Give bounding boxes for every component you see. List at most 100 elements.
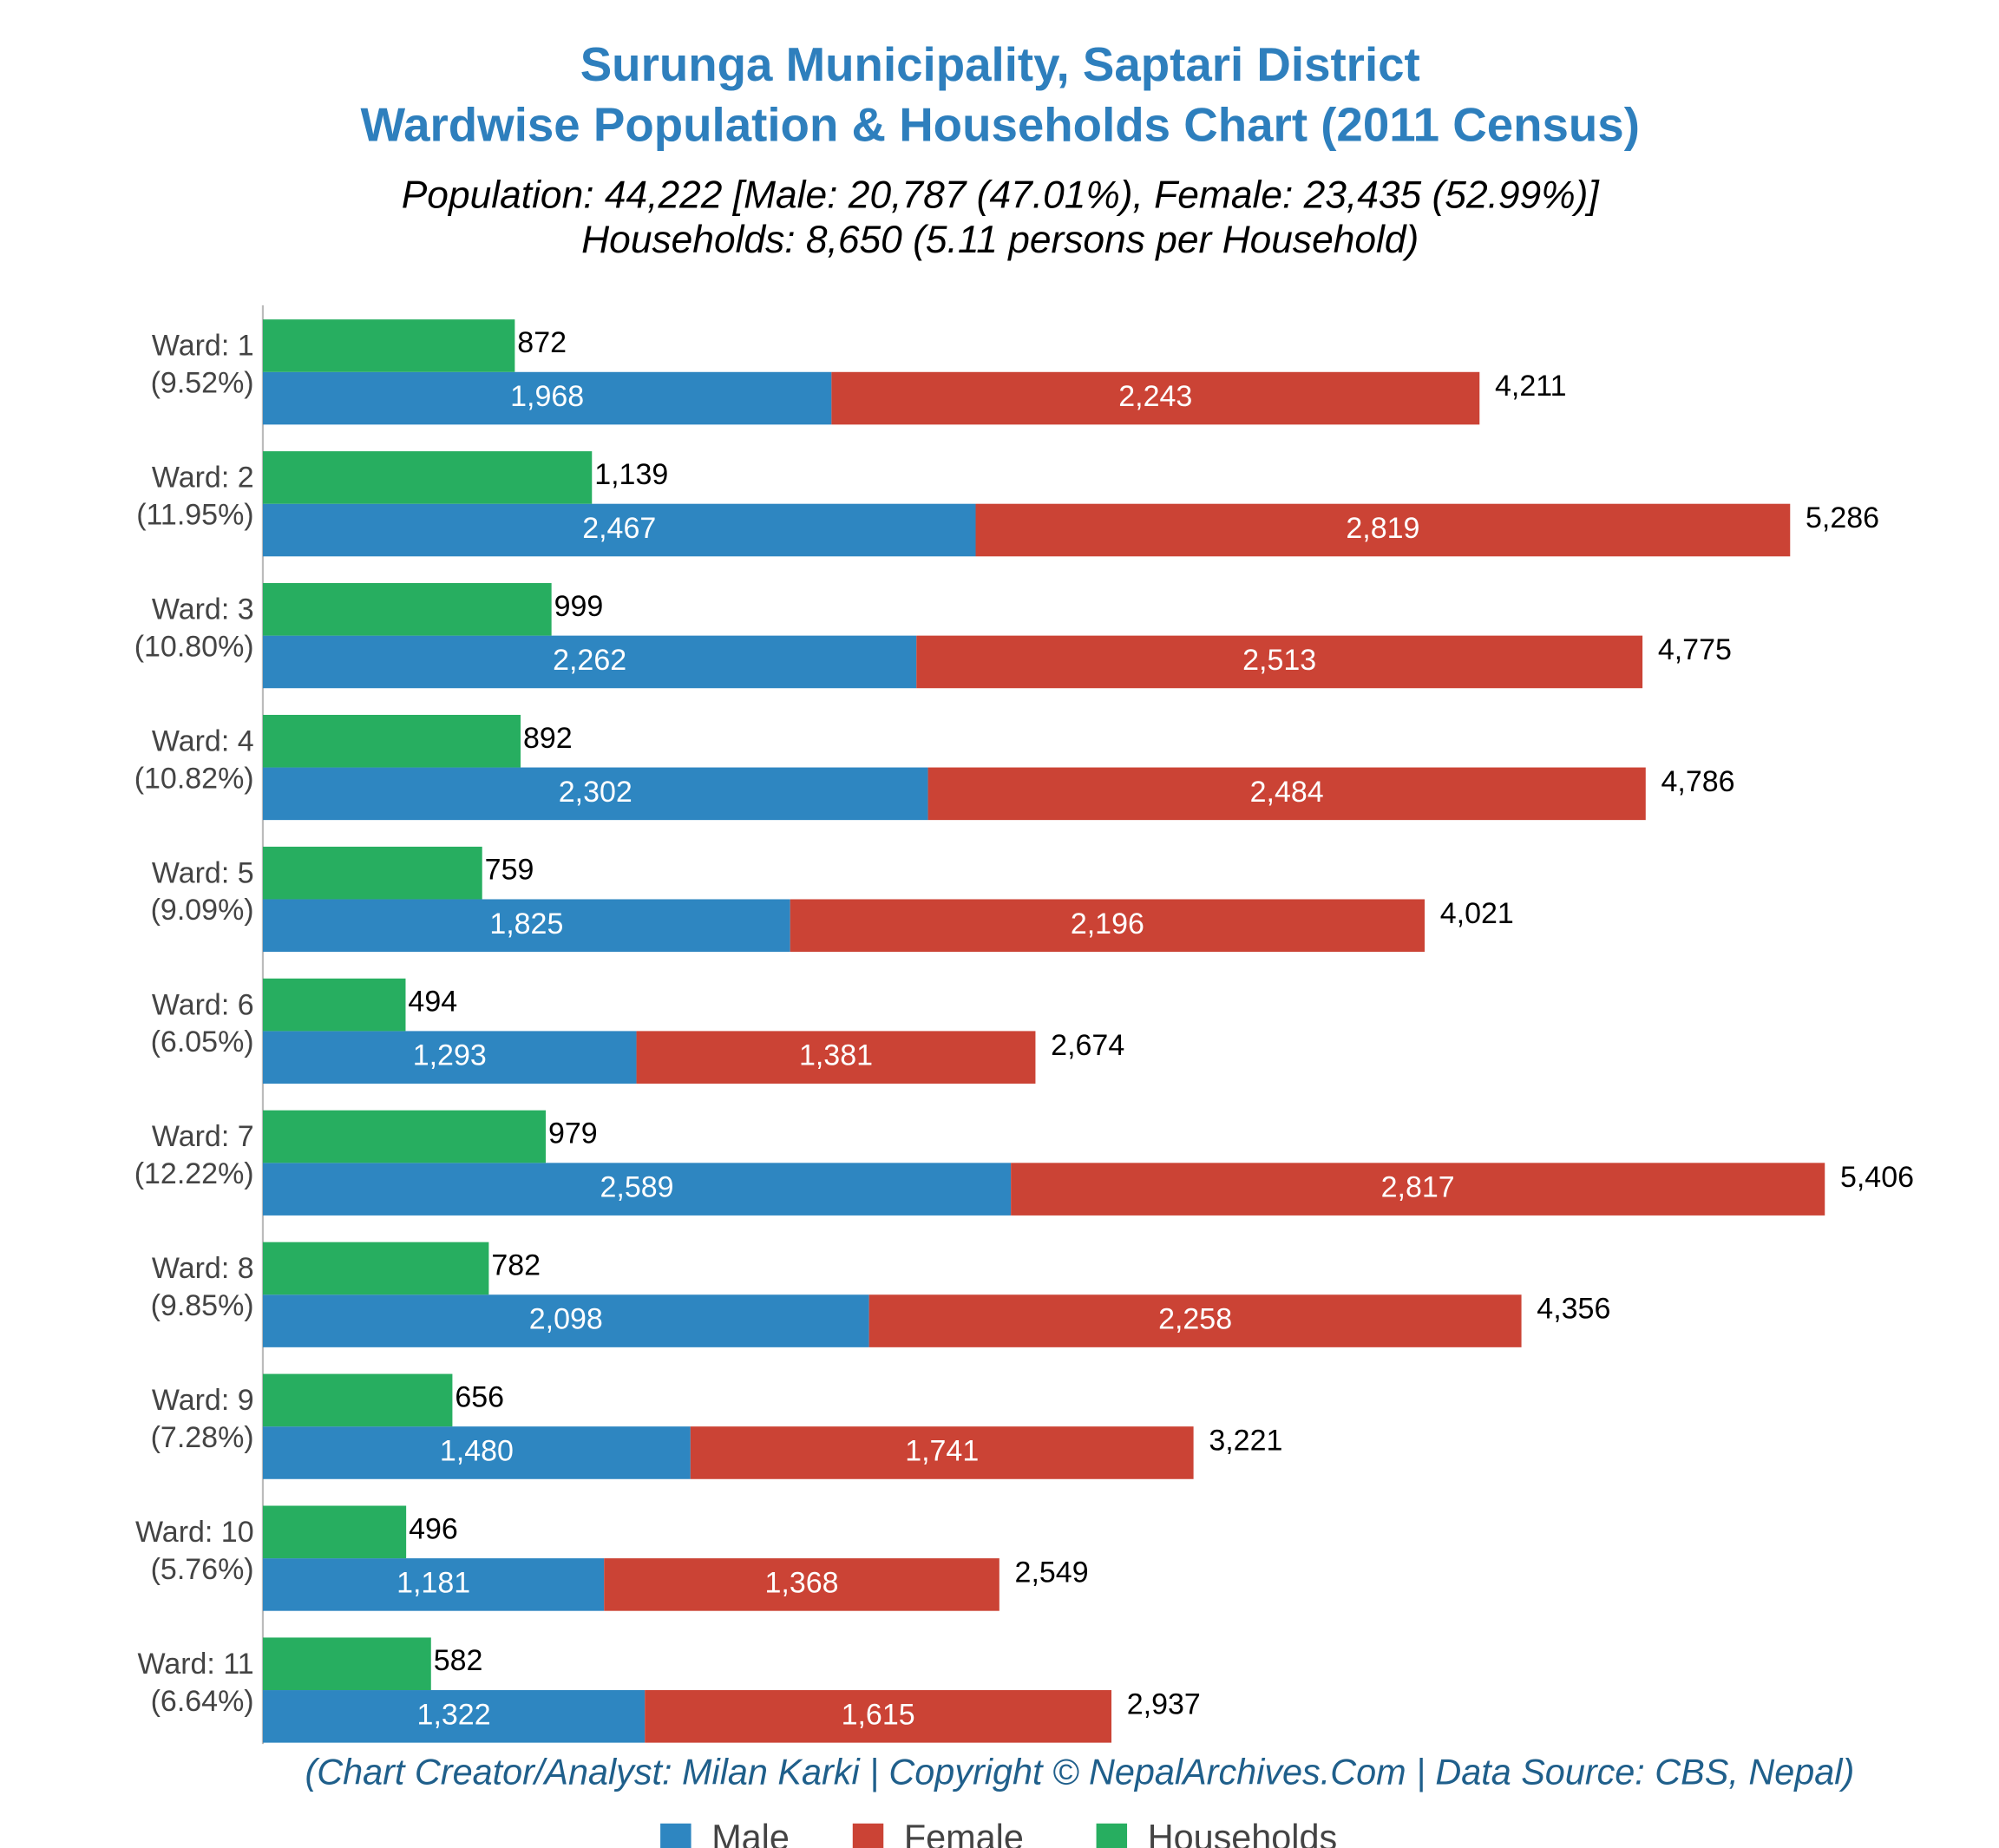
bar — [975, 503, 1791, 557]
data-label: 1,368 — [765, 1566, 839, 1599]
bar — [868, 1294, 1522, 1347]
y-tick-label: Ward: 3 — [152, 593, 254, 626]
total-label: 2,674 — [1051, 1029, 1124, 1062]
data-label: 582 — [434, 1644, 483, 1677]
data-label: 1,480 — [440, 1434, 514, 1467]
total-label: 3,221 — [1209, 1425, 1282, 1458]
data-label: 1,181 — [397, 1566, 470, 1599]
data-label: 872 — [517, 326, 567, 359]
data-label: 1,968 — [510, 380, 584, 413]
bar — [636, 1031, 1036, 1084]
bar — [790, 899, 1426, 953]
y-tick-label: (7.28%) — [151, 1421, 254, 1454]
bar — [262, 1110, 546, 1163]
data-label: 2,302 — [559, 776, 632, 809]
total-label: 5,406 — [1840, 1161, 1914, 1194]
data-label: 2,817 — [1381, 1171, 1455, 1204]
data-label: 1,139 — [594, 458, 668, 491]
chart-subtitle: Households: 8,650 (5.11 persons per Hous… — [581, 219, 1419, 261]
bar — [262, 635, 917, 689]
total-label: 4,021 — [1440, 897, 1514, 930]
data-label: 892 — [523, 722, 573, 755]
y-tick-label: Ward: 1 — [152, 330, 254, 363]
data-label: 2,258 — [1158, 1303, 1232, 1336]
y-tick-label: (11.95%) — [136, 498, 253, 531]
data-label: 2,819 — [1346, 512, 1419, 545]
chart-subtitle: Population: 44,222 [Male: 20,787 (47.01%… — [402, 174, 1601, 216]
bar — [262, 714, 521, 768]
y-tick-label: Ward: 7 — [152, 1120, 254, 1153]
bar — [262, 1242, 489, 1295]
bar — [262, 899, 790, 953]
legend-label: Households — [1148, 1818, 1338, 1848]
bar — [262, 1690, 646, 1743]
data-label: 1,741 — [905, 1434, 979, 1467]
y-tick-label: Ward: 6 — [152, 988, 254, 1021]
bar — [262, 767, 928, 821]
data-label: 2,589 — [600, 1171, 674, 1204]
data-label: 494 — [408, 986, 457, 1019]
legend-swatch — [660, 1823, 691, 1848]
data-label: 1,322 — [417, 1698, 491, 1731]
data-label: 1,293 — [413, 1039, 487, 1072]
total-label: 4,775 — [1658, 633, 1732, 666]
bar — [645, 1690, 1112, 1743]
total-label: 4,211 — [1495, 370, 1567, 403]
y-tick-label: Ward: 11 — [138, 1648, 254, 1681]
bar — [262, 371, 832, 425]
bar — [262, 1558, 605, 1611]
data-label: 782 — [491, 1248, 541, 1281]
data-label: 979 — [548, 1117, 598, 1150]
data-label: 1,615 — [842, 1698, 915, 1731]
y-tick-label: Ward: 2 — [152, 462, 254, 495]
y-tick-label: Ward: 10 — [135, 1516, 254, 1549]
data-label: 999 — [554, 590, 604, 623]
y-tick-label: (9.52%) — [151, 367, 254, 400]
y-tick-label: (10.80%) — [134, 630, 254, 663]
total-label: 5,286 — [1806, 501, 1879, 534]
bar — [262, 1031, 637, 1084]
bar — [262, 1426, 691, 1479]
bar — [262, 1163, 1012, 1216]
data-label: 2,098 — [529, 1303, 603, 1336]
legend-label: Male — [711, 1818, 790, 1848]
chart-title: Wardwise Population & Households Chart (… — [361, 97, 1640, 151]
data-label: 2,262 — [553, 644, 626, 677]
bar — [690, 1426, 1194, 1479]
y-tick-label: (6.05%) — [151, 1026, 254, 1058]
bar — [831, 371, 1480, 425]
data-label: 496 — [409, 1512, 458, 1545]
data-label: 1,381 — [799, 1039, 873, 1072]
bar — [262, 503, 976, 557]
bar — [262, 1637, 431, 1691]
y-tick-label: Ward: 9 — [152, 1384, 254, 1417]
bar — [916, 635, 1643, 689]
legend-swatch — [852, 1823, 884, 1848]
bar — [604, 1558, 1000, 1611]
data-label: 2,467 — [582, 512, 656, 545]
data-label: 2,484 — [1250, 776, 1324, 809]
y-tick-label: (9.09%) — [151, 894, 254, 927]
data-label: 1,825 — [489, 908, 563, 940]
bar — [262, 846, 482, 900]
y-tick-label: Ward: 5 — [152, 856, 254, 889]
bar — [927, 767, 1646, 821]
total-label: 4,356 — [1537, 1293, 1610, 1326]
bar — [262, 583, 552, 636]
total-label: 2,549 — [1015, 1556, 1089, 1589]
data-label: 656 — [455, 1380, 504, 1413]
legend-swatch — [1096, 1823, 1128, 1848]
y-tick-label: (9.85%) — [151, 1289, 254, 1322]
bar — [262, 1505, 407, 1559]
y-tick-label: (12.22%) — [134, 1157, 254, 1190]
data-label: 759 — [485, 854, 534, 887]
y-tick-label: Ward: 4 — [152, 724, 254, 757]
total-label: 2,937 — [1127, 1687, 1201, 1720]
bar — [262, 978, 406, 1032]
y-tick-label: (6.64%) — [151, 1685, 254, 1718]
bar — [262, 451, 593, 504]
chart-note: (Chart Creator/Analyst: Milan Karki | Co… — [305, 1753, 1854, 1792]
bar — [262, 1294, 869, 1347]
bar — [262, 319, 515, 372]
